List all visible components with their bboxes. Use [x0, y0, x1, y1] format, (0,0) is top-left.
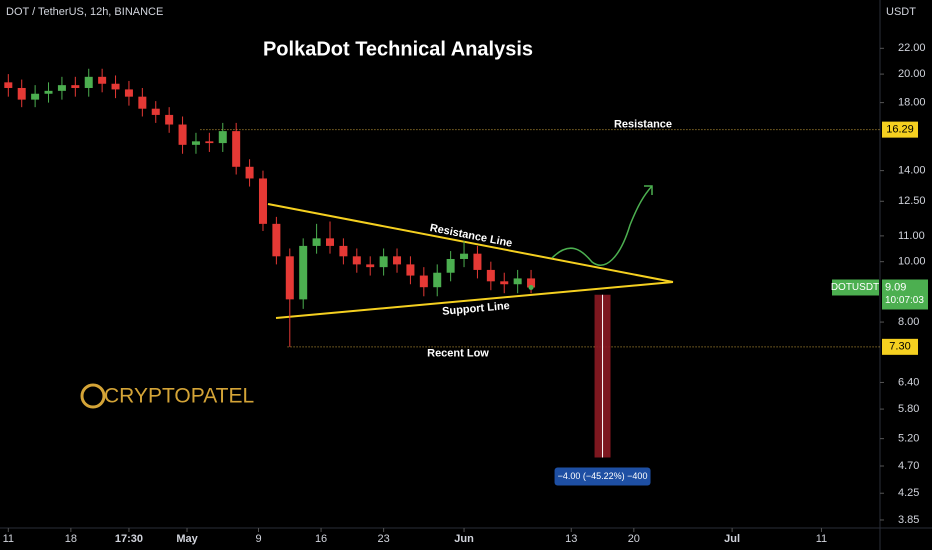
- candle-body: [500, 281, 509, 285]
- candle-body: [352, 256, 361, 265]
- candle-body: [513, 278, 522, 285]
- candle-body: [111, 83, 120, 90]
- y-tick-label: 5.80: [898, 403, 919, 415]
- y-tick-label: 4.25: [898, 487, 919, 499]
- y-tick-label: 11.00: [898, 230, 925, 242]
- y-tick-label: 5.20: [898, 433, 919, 445]
- level-tag: 7.30: [889, 341, 910, 353]
- candle-body: [218, 131, 227, 144]
- candle-body: [272, 223, 281, 257]
- brand-logo: CRYPTOPATEL: [80, 383, 254, 409]
- y-axis-title: USDT: [886, 6, 916, 18]
- candle-body: [4, 82, 13, 88]
- measure-label: −4.00 (−45.22%) −400: [558, 471, 648, 481]
- candle-body: [460, 253, 469, 259]
- countdown: 10:07:03: [885, 295, 924, 306]
- candle-body: [165, 114, 174, 125]
- candle-body: [138, 96, 147, 109]
- x-tick-label: 20: [628, 533, 640, 545]
- candle-body: [98, 76, 107, 84]
- candle-body: [406, 264, 415, 276]
- support-trendline: [275, 281, 674, 319]
- resistance-trendline: [267, 203, 674, 283]
- candle-body: [258, 178, 267, 224]
- candle-body: [232, 131, 241, 167]
- candle-body: [379, 256, 388, 268]
- candle-body: [326, 238, 334, 246]
- y-tick-label: 18.00: [898, 97, 926, 109]
- x-tick-label: 23: [377, 533, 389, 545]
- level-label: Resistance: [614, 119, 672, 131]
- candle-body: [339, 245, 348, 257]
- symbol-tag-box: [832, 279, 879, 296]
- x-tick-label: May: [176, 533, 198, 545]
- y-tick-label: 14.00: [898, 165, 926, 177]
- level-tag-box: [882, 338, 918, 355]
- x-tick-label: 11: [816, 533, 827, 545]
- candle-body: [473, 253, 482, 270]
- level-tag: 16.29: [886, 124, 914, 136]
- x-tick-label: 13: [565, 533, 577, 545]
- x-tick-label: 9: [255, 533, 261, 545]
- candle-body: [151, 108, 160, 115]
- chart-title: PolkaDot Technical Analysis: [263, 38, 533, 60]
- candle-body: [31, 93, 40, 100]
- resistance-line-label: Resistance Line: [429, 222, 514, 250]
- y-tick-label: 10.00: [898, 256, 926, 268]
- x-tick-label: Jun: [454, 533, 474, 545]
- candle-body: [191, 141, 200, 145]
- level-tag-box: [882, 121, 918, 138]
- candle-body: [312, 238, 321, 246]
- candle-body: [124, 89, 133, 97]
- symbol-tag: DOTUSDT: [831, 282, 879, 293]
- x-tick-label: Jul: [724, 533, 740, 545]
- candle-body: [299, 245, 308, 300]
- y-tick-label: 4.70: [898, 460, 919, 472]
- candle-body: [285, 256, 294, 300]
- logo-ring: [80, 383, 106, 409]
- candle-body: [366, 264, 375, 268]
- candle-body: [44, 90, 53, 94]
- candle-body: [178, 124, 187, 145]
- y-tick-label: 12.50: [898, 195, 926, 207]
- y-tick-label: 6.40: [898, 376, 919, 388]
- candle-body: [205, 141, 214, 144]
- x-tick-label: 17:30: [115, 533, 143, 545]
- candle-body: [486, 269, 495, 282]
- measure-label-box: [554, 467, 651, 486]
- y-tick-label: 3.85: [898, 514, 919, 526]
- level-label: Recent Low: [427, 348, 489, 360]
- x-tick-label: 11: [3, 533, 14, 545]
- y-tick-label: 8.00: [898, 316, 919, 328]
- price-tag-box: [882, 279, 928, 310]
- symbol-header: DOT / TetherUS, 12h, BINANCE: [6, 6, 163, 18]
- candle-body: [527, 278, 536, 288]
- price-tag: 9.09: [885, 281, 906, 293]
- support-line-label: Support Line: [442, 300, 511, 318]
- x-tick-label: 16: [315, 533, 327, 545]
- current-price-dot: [528, 284, 534, 290]
- candle-body: [446, 258, 455, 273]
- brand-name: CRYPTOPATEL: [104, 385, 254, 408]
- candle-body: [17, 87, 26, 100]
- bullish-arrowhead: [644, 185, 653, 195]
- y-tick-label: 20.00: [898, 68, 926, 80]
- candle-body: [57, 85, 66, 91]
- candle-body: [71, 85, 80, 88]
- candle-body: [419, 275, 428, 288]
- candle-body: [245, 166, 254, 179]
- candle-body: [433, 272, 442, 288]
- candle-body: [84, 76, 93, 88]
- bullish-path: [551, 185, 653, 266]
- x-tick-label: 18: [65, 533, 77, 545]
- candle-body: [393, 256, 402, 265]
- y-tick-label: 22.00: [898, 42, 926, 54]
